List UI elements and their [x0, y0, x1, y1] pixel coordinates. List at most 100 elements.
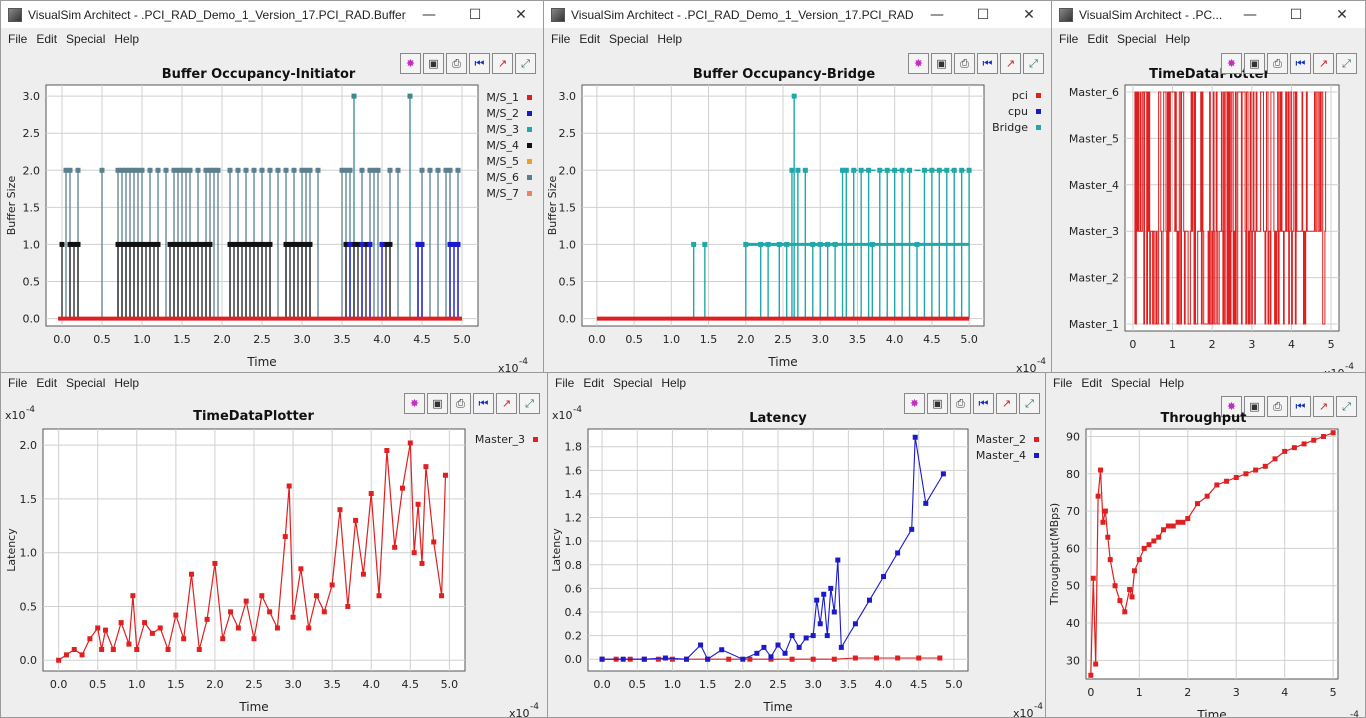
- menu-edit[interactable]: Edit: [36, 376, 58, 390]
- data-point: [134, 646, 140, 652]
- menu-file[interactable]: File: [551, 32, 571, 46]
- save-icon[interactable]: ▣: [1244, 396, 1265, 417]
- reset-axes-icon[interactable]: ⏮: [973, 393, 994, 414]
- menu-file[interactable]: File: [8, 376, 28, 390]
- minimize-icon[interactable]: —: [422, 6, 436, 23]
- legend-label: pci: [1012, 89, 1028, 102]
- minimize-icon[interactable]: —: [1243, 6, 1257, 23]
- palette-icon[interactable]: ✸: [400, 53, 421, 74]
- fit-icon[interactable]: ⤢: [1336, 53, 1357, 74]
- menu-file[interactable]: File: [555, 376, 575, 390]
- close-icon[interactable]: ✕: [1023, 6, 1035, 23]
- data-point: [1117, 598, 1123, 604]
- menu-file[interactable]: File: [1053, 376, 1073, 390]
- save-icon[interactable]: ▣: [927, 393, 948, 414]
- fit-icon[interactable]: ⤢: [1019, 393, 1040, 414]
- menu-special[interactable]: Special: [1111, 376, 1151, 390]
- titlebar[interactable]: VisualSim Architect - .PCI_RAD_Demo_1_Ve…: [544, 1, 1052, 28]
- minimize-icon[interactable]: —: [930, 6, 944, 23]
- autoscale-icon[interactable]: ↗: [996, 393, 1017, 414]
- menu-special[interactable]: Special: [609, 32, 649, 46]
- print-icon[interactable]: ⎙: [950, 393, 971, 414]
- data-point: [135, 167, 141, 173]
- y-tick-label: 1.5: [559, 201, 577, 214]
- autoscale-icon[interactable]: ↗: [1000, 53, 1021, 74]
- titlebar[interactable]: VisualSim Architect - .PCI_RAD_Demo_1_Ve…: [1, 1, 544, 28]
- data-point: [151, 241, 157, 247]
- data-point: [267, 167, 273, 173]
- print-icon[interactable]: ⎙: [1267, 396, 1288, 417]
- menu-help[interactable]: Help: [661, 376, 687, 390]
- menu-help[interactable]: Help: [114, 376, 140, 390]
- menu-help[interactable]: Help: [1165, 32, 1191, 46]
- menu-special[interactable]: Special: [1117, 32, 1157, 46]
- menu-edit[interactable]: Edit: [1081, 376, 1103, 390]
- palette-icon[interactable]: ✸: [908, 53, 929, 74]
- menu-file[interactable]: File: [8, 32, 28, 46]
- data-point: [163, 167, 169, 173]
- reset-axes-icon[interactable]: ⏮: [469, 53, 490, 74]
- save-icon[interactable]: ▣: [931, 53, 952, 74]
- maximize-icon[interactable]: ☐: [976, 6, 990, 23]
- menu-special[interactable]: Special: [66, 376, 106, 390]
- data-point: [347, 241, 353, 247]
- close-icon[interactable]: ✕: [515, 6, 527, 23]
- menu-special[interactable]: Special: [613, 376, 653, 390]
- menu-help[interactable]: Help: [1159, 376, 1185, 390]
- maximize-icon[interactable]: ☐: [468, 6, 482, 23]
- save-icon[interactable]: ▣: [427, 393, 448, 414]
- data-point: [314, 593, 320, 599]
- print-icon[interactable]: ⎙: [1267, 53, 1288, 74]
- menu-edit[interactable]: Edit: [583, 376, 605, 390]
- autoscale-icon[interactable]: ↗: [1313, 396, 1334, 417]
- data-point: [75, 167, 81, 173]
- print-icon[interactable]: ⎙: [446, 53, 467, 74]
- data-point: [119, 167, 125, 173]
- autoscale-icon[interactable]: ↗: [492, 53, 513, 74]
- fit-icon[interactable]: ⤢: [1023, 53, 1044, 74]
- reset-axes-icon[interactable]: ⏮: [473, 393, 494, 414]
- menu-special[interactable]: Special: [66, 32, 106, 46]
- y-tick-label: Master_3: [1069, 225, 1119, 238]
- data-point: [215, 167, 221, 173]
- y-tick-label: 0.0: [565, 653, 583, 666]
- fit-icon[interactable]: ⤢: [515, 53, 536, 74]
- autoscale-icon[interactable]: ↗: [1313, 53, 1334, 74]
- reset-axes-icon[interactable]: ⏮: [977, 53, 998, 74]
- menubar: File Edit Special Help: [1, 29, 544, 49]
- fit-icon[interactable]: ⤢: [519, 393, 540, 414]
- save-icon[interactable]: ▣: [423, 53, 444, 74]
- maximize-icon[interactable]: ☐: [1289, 6, 1303, 23]
- x-tick-label: 4.0: [875, 678, 893, 691]
- palette-icon[interactable]: ✸: [1221, 53, 1242, 74]
- print-icon[interactable]: ⎙: [954, 53, 975, 74]
- menu-help[interactable]: Help: [114, 32, 140, 46]
- data-point: [283, 241, 289, 247]
- data-point: [131, 241, 137, 247]
- palette-icon[interactable]: ✸: [404, 393, 425, 414]
- menu-help[interactable]: Help: [657, 32, 683, 46]
- menu-edit[interactable]: Edit: [1087, 32, 1109, 46]
- data-point: [866, 167, 872, 173]
- save-icon[interactable]: ▣: [1244, 53, 1265, 74]
- chart-timedataplotter-masters: 0 1 2 3 4 5 Master_1 Master_2 Master_3 Master_4 Ma…: [1069, 84, 1354, 374]
- data-point: [1165, 523, 1171, 529]
- data-point: [227, 167, 233, 173]
- print-icon[interactable]: ⎙: [450, 393, 471, 414]
- palette-icon[interactable]: ✸: [1221, 396, 1242, 417]
- close-icon[interactable]: ✕: [1336, 6, 1348, 23]
- menu-file[interactable]: File: [1059, 32, 1079, 46]
- menu-edit[interactable]: Edit: [36, 32, 58, 46]
- autoscale-icon[interactable]: ↗: [496, 393, 517, 414]
- reset-axes-icon[interactable]: ⏮: [1290, 396, 1311, 417]
- titlebar[interactable]: VisualSim Architect - .PC... — ☐ ✕: [1052, 1, 1365, 28]
- fit-icon[interactable]: ⤢: [1336, 396, 1357, 417]
- legend-swatch: [1036, 125, 1041, 130]
- data-point: [1233, 475, 1239, 481]
- data-point: [455, 241, 461, 247]
- menu-edit[interactable]: Edit: [579, 32, 601, 46]
- data-point: [789, 167, 795, 173]
- y-tick-label: 90: [1066, 430, 1080, 443]
- palette-icon[interactable]: ✸: [904, 393, 925, 414]
- reset-axes-icon[interactable]: ⏮: [1290, 53, 1311, 74]
